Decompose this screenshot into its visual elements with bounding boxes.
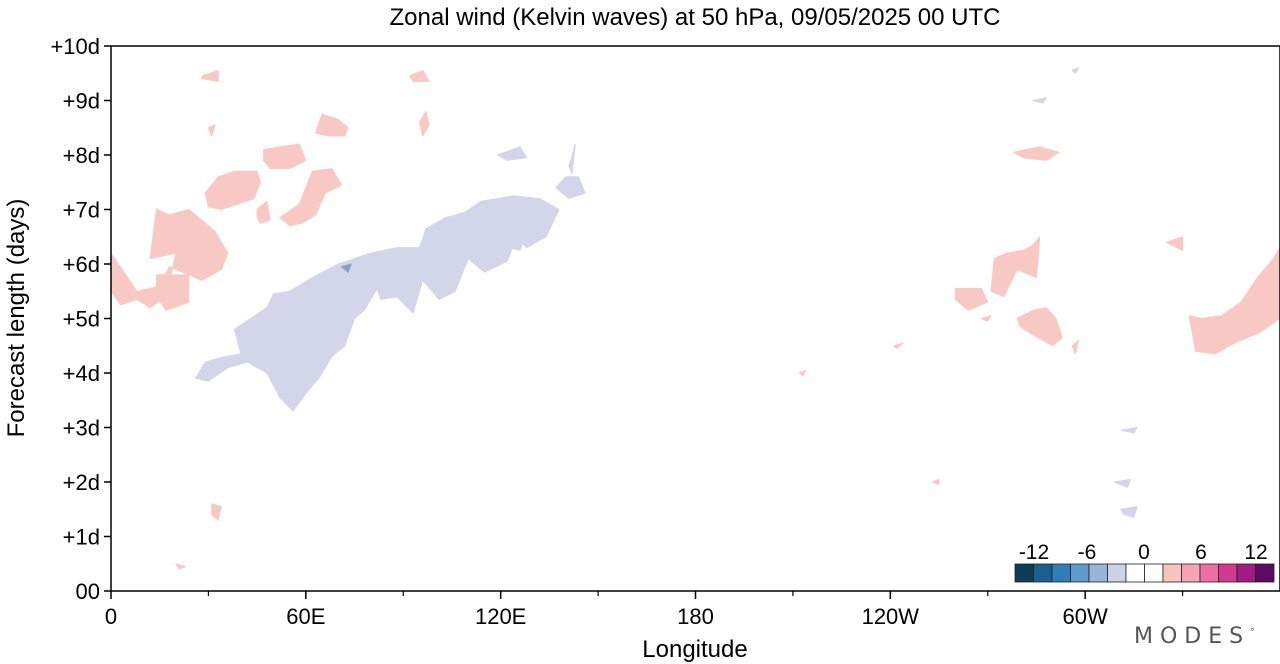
wind-region: [409, 70, 430, 82]
colorbar-swatch: [1014, 563, 1034, 583]
wind-region: [211, 503, 222, 521]
colorbar-label: 6: [1195, 541, 1207, 564]
wind-region: [990, 236, 1041, 298]
colorbar-swatch: [1162, 563, 1182, 583]
wind-region: [568, 143, 576, 175]
wind-region: [279, 168, 343, 227]
wind-region: [555, 176, 586, 200]
colorbar-swatch: [1033, 563, 1053, 583]
colorbar-swatch: [1181, 563, 1201, 583]
wind-region: [893, 342, 904, 349]
chart-title: Zonal wind (Kelvin waves) at 50 hPa, 09/…: [389, 4, 1000, 31]
colorbar-swatch: [1051, 563, 1071, 583]
wind-region: [1071, 67, 1080, 74]
y-tick-label: +7d: [63, 198, 100, 223]
wind-region: [1032, 97, 1047, 104]
colorbar-swatch: [1236, 563, 1256, 583]
wind-region: [204, 170, 261, 210]
x-axis-label: Longitude: [642, 636, 747, 663]
wind-region: [315, 113, 349, 137]
wind-region: [798, 369, 807, 377]
y-tick-label: +8d: [63, 143, 100, 168]
colorbar-label: 12: [1244, 541, 1267, 564]
wind-region: [175, 563, 187, 570]
wind-region: [1120, 427, 1138, 434]
colorbar-swatch: [1107, 563, 1127, 583]
wind-region: [496, 146, 528, 161]
modes-logo: MODES°: [1134, 624, 1255, 649]
y-tick-label: +3d: [63, 416, 100, 441]
wind-region: [341, 263, 352, 273]
wind-region: [201, 70, 219, 82]
y-tick-label: +10d: [50, 34, 100, 59]
y-tick-label: +9d: [63, 89, 100, 114]
x-axis: 0 60E 120E 180 120W 60W: [105, 591, 1184, 629]
wind-region: [1165, 236, 1184, 251]
y-tick-label: +5d: [63, 307, 100, 332]
colorbar-swatch: [1255, 563, 1275, 583]
colorbar-label: -12: [1019, 541, 1049, 564]
x-tick-label: 180: [677, 604, 714, 629]
wind-region: [1071, 339, 1080, 355]
x-tick-label: 60E: [286, 604, 325, 629]
y-tick-label: +6d: [63, 252, 100, 277]
colorbar-swatch: [1144, 563, 1164, 583]
y-tick-label: +2d: [63, 470, 100, 495]
y-axis-label: Forecast length (days): [3, 199, 30, 438]
x-tick-label: 60W: [1063, 604, 1108, 629]
colorbar-swatch: [1070, 563, 1090, 583]
wind-anomaly-regions: [110, 67, 1280, 570]
x-tick-label: 120W: [862, 604, 920, 629]
colorbar-swatch: [1088, 563, 1108, 583]
y-axis: 00 +1d +2d +3d +4d +5d +6d +7d +8d +9d +10d: [50, 34, 111, 604]
brand-text: MODES: [1134, 624, 1251, 649]
brand-mark: °: [1250, 627, 1255, 638]
colorbar-swatch: [1199, 563, 1219, 583]
wind-region: [263, 143, 307, 170]
y-tick-label: +4d: [63, 361, 100, 386]
colorbar-label: -6: [1078, 541, 1097, 564]
wind-region: [419, 110, 430, 137]
colorbar-swatch: [1125, 563, 1145, 583]
wind-region: [1188, 247, 1280, 355]
wind-region: [207, 124, 216, 137]
y-tick-label: 00: [76, 579, 100, 604]
wind-region: [1013, 146, 1060, 161]
wind-region: [980, 315, 992, 322]
wind-region: [954, 288, 989, 311]
wind-region: [480, 217, 528, 251]
colorbar-label: 0: [1138, 541, 1150, 564]
wind-region: [1113, 478, 1132, 488]
wind-region: [1120, 506, 1138, 518]
x-tick-label: 120E: [475, 604, 526, 629]
y-tick-label: +1d: [63, 525, 100, 550]
wind-region: [932, 478, 940, 486]
wind-region: [156, 274, 190, 311]
colorbar-swatch: [1218, 563, 1238, 583]
wind-region: [1016, 307, 1063, 347]
x-tick-label: 0: [105, 604, 117, 629]
wind-region: [256, 200, 271, 224]
wind-region: [110, 209, 229, 309]
colorbar-legend: -12 -6 0 6 12: [1014, 541, 1275, 583]
